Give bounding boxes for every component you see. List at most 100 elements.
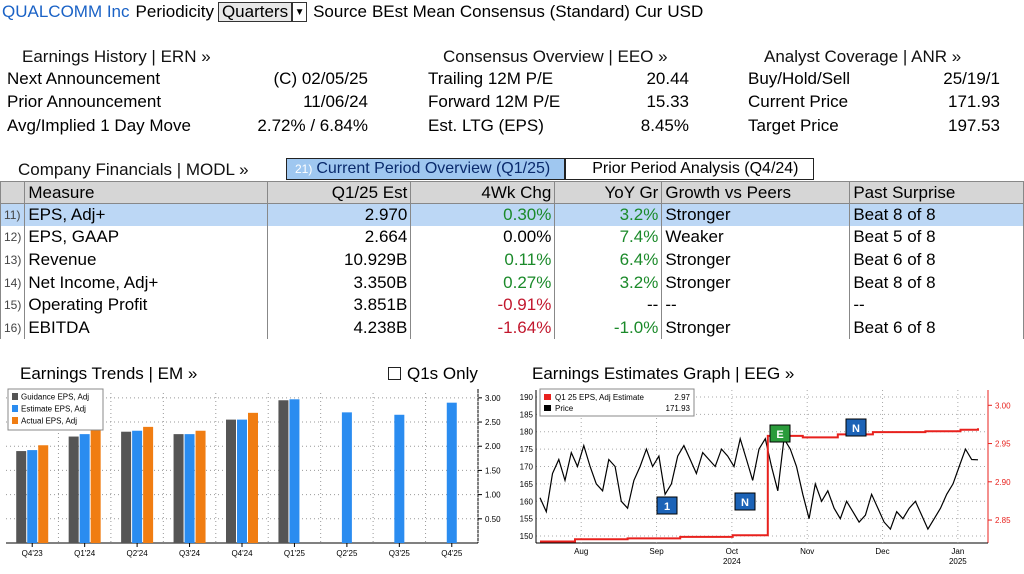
bar — [248, 412, 258, 543]
y-tick-label: 190 — [520, 393, 534, 402]
bar — [341, 412, 352, 543]
x-tick-label: Q4'24 — [231, 549, 253, 558]
tab-number: 21) — [295, 162, 313, 176]
bar — [79, 434, 90, 543]
y-tick-label: 180 — [520, 428, 534, 437]
legend-label: Price — [555, 404, 574, 413]
peers-cell: -- — [661, 293, 851, 317]
peers-cell: Stronger — [661, 203, 851, 227]
col-measure[interactable]: Measure — [24, 181, 269, 204]
table-row[interactable]: 13) Revenue 10.929B 0.11% 6.4% Stronger … — [0, 248, 1024, 272]
current-price-label: Current Price — [748, 92, 849, 111]
bar — [132, 430, 143, 543]
table-row[interactable]: 15) Operating Profit 3.851B -0.91% -- --… — [0, 293, 1024, 317]
table-row[interactable]: 11) EPS, Adj+ 2.970 0.30% 3.2% Stronger … — [0, 203, 1024, 227]
measure-cell: EPS, Adj+ — [24, 203, 269, 227]
row-number: 11) — [0, 203, 26, 227]
security-header: QUALCOMM Inc Periodicity Quarters ▼ Sour… — [2, 0, 703, 24]
col-yoy[interactable]: YoY Gr — [554, 181, 663, 204]
ltg-value: 8.45% — [640, 116, 689, 135]
bar — [278, 400, 289, 543]
y-tick-label: 175 — [520, 445, 534, 454]
legend-label: Q1 25 EPS, Adj Estimate — [555, 393, 644, 402]
y-tick-label: 170 — [520, 463, 534, 472]
row-number: 15) — [0, 293, 26, 317]
y-tick-label: 185 — [520, 410, 534, 419]
company-name[interactable]: QUALCOMM Inc — [2, 2, 130, 21]
bar — [121, 431, 132, 543]
chevron-down-icon[interactable]: ▼ — [292, 2, 308, 22]
x-tick-label: Q4'25 — [441, 549, 463, 558]
bar — [184, 434, 195, 543]
y-tick-label: 0.50 — [485, 515, 501, 524]
analyst-coverage-title[interactable]: Analyst Coverage | ANR » — [764, 47, 962, 66]
event-marker — [656, 496, 678, 515]
source-value[interactable]: BEst Mean Consensus (Standard) — [371, 2, 630, 21]
col-4wk-chg[interactable]: 4Wk Chg — [410, 181, 556, 204]
yoy-cell: 6.4% — [554, 248, 663, 272]
bar — [27, 450, 38, 543]
x-tick-label: Q3'25 — [389, 549, 411, 558]
earnings-trends-title[interactable]: Earnings Trends | EM » — [20, 364, 198, 383]
bar — [90, 426, 101, 543]
bar — [143, 426, 154, 543]
chg-cell: 0.30% — [410, 203, 556, 227]
x-tick-label: Q4'23 — [22, 549, 44, 558]
target-price-value: 197.53 — [948, 116, 1000, 135]
prior-announcement-value: 11/06/24 — [303, 92, 368, 111]
legend-value: 171.93 — [666, 404, 691, 413]
consensus-title[interactable]: Consensus Overview | EEO » — [443, 47, 668, 66]
chg-cell: 0.11% — [410, 248, 556, 272]
x-tick-label: Q1'25 — [284, 549, 306, 558]
col-past-surprise[interactable]: Past Surprise — [849, 181, 1024, 204]
peers-cell: Stronger — [661, 271, 851, 294]
event-marker-label: N — [852, 423, 860, 435]
tab-current-period[interactable]: 21) Current Period Overview (Q1/25) — [286, 158, 566, 180]
table-row[interactable]: 14) Net Income, Adj+ 3.350B 0.27% 3.2% S… — [0, 271, 1024, 294]
surprise-cell: Beat 8 of 8 — [849, 203, 1024, 227]
legend-swatch — [544, 394, 551, 400]
yoy-cell: 3.2% — [554, 203, 663, 227]
table-row[interactable]: 16) EBITDA 4.238B -1.64% -1.0% Stronger … — [0, 316, 1024, 340]
event-marker-label: N — [741, 497, 749, 509]
company-financials-title[interactable]: Company Financials | MODL » — [18, 160, 249, 179]
earnings-estimates-chart: 150 155 160 165 170 175 180 185 190 2.85 2.90 2.95 3… — [510, 385, 1024, 574]
tab-current-label: Current Period Overview (Q1/25) — [316, 160, 551, 177]
y-tick-label: 1.50 — [485, 466, 501, 475]
checkbox-icon[interactable] — [388, 367, 401, 380]
chg-cell: 0.27% — [410, 271, 556, 294]
earnings-graph-title[interactable]: Earnings Estimates Graph | EEG » — [532, 364, 795, 383]
x-tick-label: Dec — [875, 547, 889, 556]
target-price-label: Target Price — [748, 116, 839, 135]
legend-label: Actual EPS, Adj — [21, 417, 77, 426]
y-tick-label: 2.50 — [485, 418, 501, 427]
surprise-cell: Beat 8 of 8 — [849, 271, 1024, 294]
bar — [173, 434, 184, 543]
table-row[interactable]: 12) EPS, GAAP 2.664 0.00% 7.4% Weaker Be… — [0, 226, 1024, 249]
right-y-tick-label: 2.90 — [995, 478, 1011, 487]
col-growth-peers[interactable]: Growth vs Peers — [661, 181, 851, 204]
measure-cell: Net Income, Adj+ — [24, 271, 269, 294]
yoy-cell: 7.4% — [554, 226, 663, 249]
col-estimate[interactable]: Q1/25 Est — [267, 181, 412, 204]
implied-move-value: 2.72% / 6.84% — [257, 116, 368, 135]
currency-value[interactable]: USD — [667, 2, 704, 21]
event-marker — [769, 424, 791, 443]
x-tick-label: Q3'24 — [179, 549, 201, 558]
currency-label: Cur — [634, 2, 663, 21]
row-number: 16) — [0, 316, 26, 340]
chg-cell: -0.91% — [410, 293, 556, 317]
trailing-pe-label: Trailing 12M P/E — [428, 69, 554, 88]
peers-cell: Weaker — [661, 226, 851, 249]
surprise-cell: Beat 6 of 8 — [849, 248, 1024, 272]
chg-cell: -1.64% — [410, 316, 556, 340]
periodicity-select[interactable]: Quarters — [217, 2, 293, 22]
right-y-tick-label: 3.00 — [995, 401, 1011, 410]
source-label: Source — [313, 2, 367, 21]
tab-prior-period[interactable]: Prior Period Analysis (Q4/24) — [565, 158, 814, 180]
x-tick-label: Sep — [649, 547, 664, 556]
earnings-history-title[interactable]: Earnings History | ERN » — [22, 47, 211, 66]
q1s-only-toggle[interactable]: Q1s Only — [388, 364, 478, 384]
buy-hold-sell-value: 25/19/1 — [943, 69, 1000, 88]
ltg-label: Est. LTG (EPS) — [428, 116, 544, 135]
